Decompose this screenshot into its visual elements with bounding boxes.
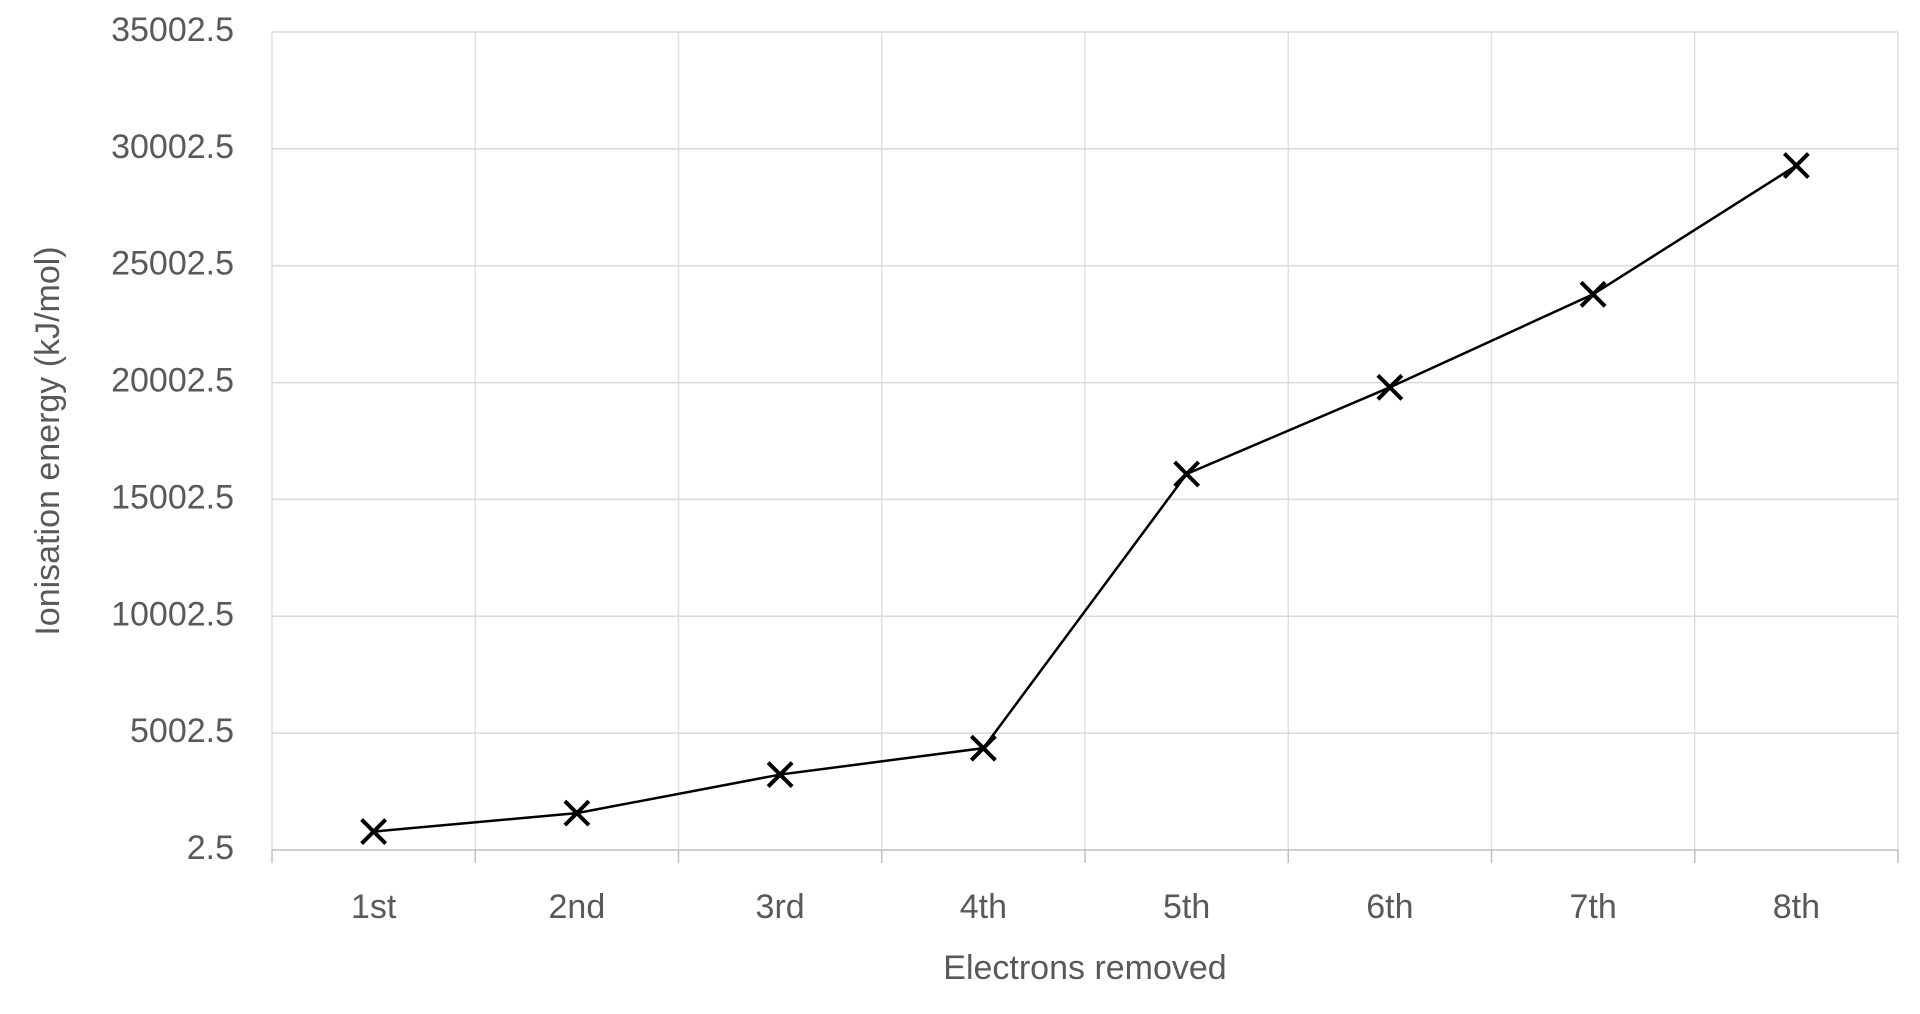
y-tick-label: 2.5 [187, 829, 234, 867]
marker [969, 734, 997, 762]
marker [1782, 152, 1810, 179]
y-tick-label: 15002.5 [111, 478, 234, 516]
x-tick-label: 2nd [549, 888, 606, 926]
marker [1173, 460, 1201, 488]
x-tick-label: 4th [960, 888, 1007, 926]
x-tick-label: 3rd [756, 888, 805, 926]
x-tick-label: 8th [1773, 888, 1820, 926]
y-tick-label: 30002.5 [111, 128, 234, 166]
y-axis-title: Ionisation energy (kJ/mol) [29, 246, 67, 635]
marker [360, 818, 388, 846]
y-tick-label: 35002.5 [111, 11, 234, 49]
marker [1579, 280, 1607, 308]
x-tick-label: 5th [1163, 888, 1210, 926]
x-tick-label: 1st [351, 888, 397, 926]
y-tick-label: 20002.5 [111, 362, 234, 400]
x-tick-label: 7th [1569, 888, 1616, 926]
marker [1376, 373, 1404, 401]
series-line [373, 164, 1798, 833]
marker [563, 799, 591, 827]
x-tick-label: 6th [1366, 888, 1413, 926]
y-tick-label: 5002.5 [130, 712, 234, 750]
x-axis-title: Electrons removed [943, 949, 1226, 987]
y-tick-label: 10002.5 [111, 595, 234, 633]
marker [766, 761, 794, 788]
y-tick-label: 25002.5 [111, 245, 234, 283]
